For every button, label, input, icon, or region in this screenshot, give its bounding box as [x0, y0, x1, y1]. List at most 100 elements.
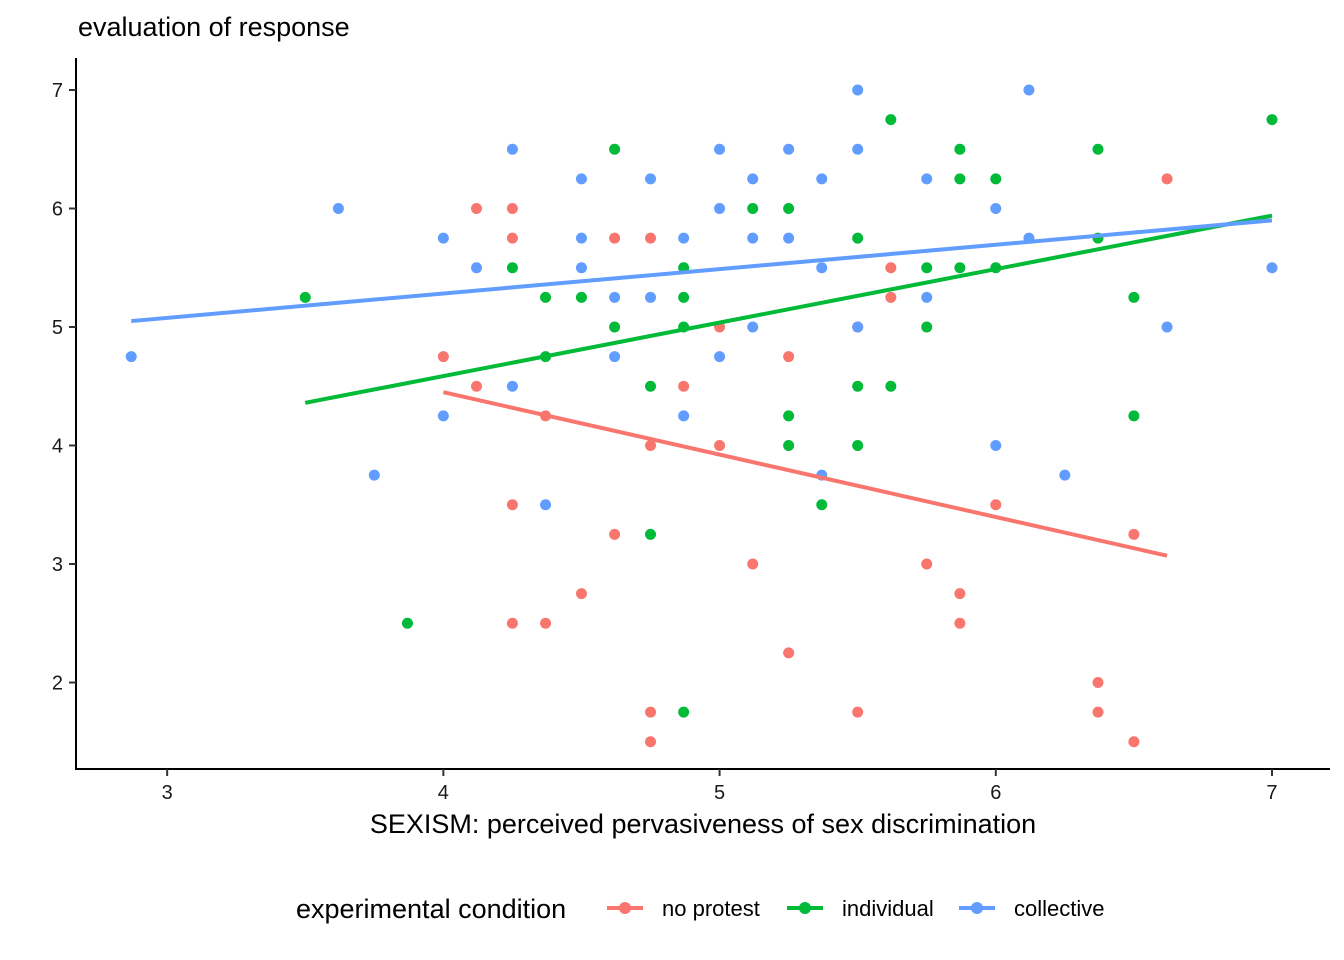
point-collective [1023, 84, 1035, 96]
point-individual [921, 321, 933, 333]
point-individual [783, 439, 795, 451]
x-axis-ticks: 3 4 5 6 7 [162, 769, 1278, 804]
point-no-protest [471, 380, 483, 392]
point-no-protest [885, 262, 897, 274]
point-no-protest [885, 291, 897, 303]
point-individual [506, 262, 518, 274]
point-no-protest [540, 617, 552, 629]
point-individual [540, 291, 552, 303]
point-collective [852, 143, 864, 155]
point-collective [783, 232, 795, 244]
point-collective [540, 499, 552, 511]
point-collective [783, 143, 795, 155]
point-individual [645, 380, 657, 392]
legend-key-point-no-protest [619, 902, 631, 914]
fit-line-individual [304, 213, 1273, 405]
point-collective [645, 291, 657, 303]
point-no-protest [645, 439, 657, 451]
point-collective [575, 173, 587, 185]
legend-key-point-individual [799, 902, 811, 914]
point-collective [437, 232, 449, 244]
point-collective [1266, 262, 1278, 274]
point-collective [125, 351, 137, 363]
point-collective [816, 173, 828, 185]
point-no-protest [714, 439, 726, 451]
legend-key-point-collective [971, 902, 983, 914]
y-tick-label: 7 [52, 80, 63, 102]
point-individual [783, 410, 795, 422]
point-no-protest [471, 202, 483, 214]
point-no-protest [1092, 706, 1104, 718]
y-tick-label: 2 [52, 672, 63, 694]
point-collective [714, 202, 726, 214]
legend-title: experimental condition [296, 894, 566, 924]
point-no-protest [783, 351, 795, 363]
point-collective [921, 291, 933, 303]
point-collective [678, 410, 690, 422]
point-no-protest [1161, 173, 1173, 185]
point-no-protest [506, 617, 518, 629]
point-no-protest [954, 617, 966, 629]
point-individual [1128, 410, 1140, 422]
point-individual [645, 528, 657, 540]
point-individual [678, 706, 690, 718]
point-collective [714, 143, 726, 155]
point-individual [885, 114, 897, 126]
point-collective [609, 291, 621, 303]
point-individual [816, 499, 828, 511]
point-no-protest [783, 647, 795, 659]
point-no-protest [645, 736, 657, 748]
fit-line-collective [131, 218, 1273, 324]
point-no-protest [1128, 736, 1140, 748]
point-individual [609, 321, 621, 333]
point-individual [1128, 291, 1140, 303]
y-tick-label: 5 [52, 317, 63, 339]
point-no-protest [609, 232, 621, 244]
point-collective [506, 143, 518, 155]
point-individual [852, 232, 864, 244]
point-individual [954, 143, 966, 155]
point-no-protest [852, 706, 864, 718]
point-no-protest [506, 232, 518, 244]
y-tick-label: 4 [52, 435, 63, 457]
point-collective [747, 232, 759, 244]
point-no-protest [921, 558, 933, 570]
point-collective [747, 321, 759, 333]
point-collective [921, 173, 933, 185]
point-collective [437, 410, 449, 422]
point-no-protest [506, 202, 518, 214]
point-no-protest [609, 528, 621, 540]
point-collective [575, 262, 587, 274]
point-individual [401, 617, 413, 629]
points-layer [125, 84, 1278, 748]
legend-label-individual: individual [842, 896, 934, 921]
point-no-protest [954, 588, 966, 600]
x-tick-label: 6 [990, 782, 1001, 804]
point-no-protest [1128, 528, 1140, 540]
point-collective [506, 380, 518, 392]
point-collective [990, 202, 1002, 214]
point-individual [990, 173, 1002, 185]
legend-label-no-protest: no protest [662, 896, 760, 921]
point-collective [1161, 321, 1173, 333]
point-individual [921, 262, 933, 274]
point-collective [1059, 469, 1071, 481]
point-individual [678, 291, 690, 303]
legend-item-individual: individual [787, 896, 934, 921]
point-no-protest [506, 499, 518, 511]
point-no-protest [575, 588, 587, 600]
point-individual [609, 143, 621, 155]
x-tick-label: 4 [438, 782, 449, 804]
point-no-protest [747, 558, 759, 570]
point-individual [954, 262, 966, 274]
legend-item-collective: collective [959, 896, 1104, 921]
point-collective [816, 262, 828, 274]
point-individual [575, 291, 587, 303]
point-collective [852, 84, 864, 96]
point-individual [954, 173, 966, 185]
y-tick-label: 6 [52, 198, 63, 220]
x-tick-label: 5 [714, 782, 725, 804]
x-axis-title: SEXISM: perceived pervasiveness of sex d… [370, 809, 1036, 839]
